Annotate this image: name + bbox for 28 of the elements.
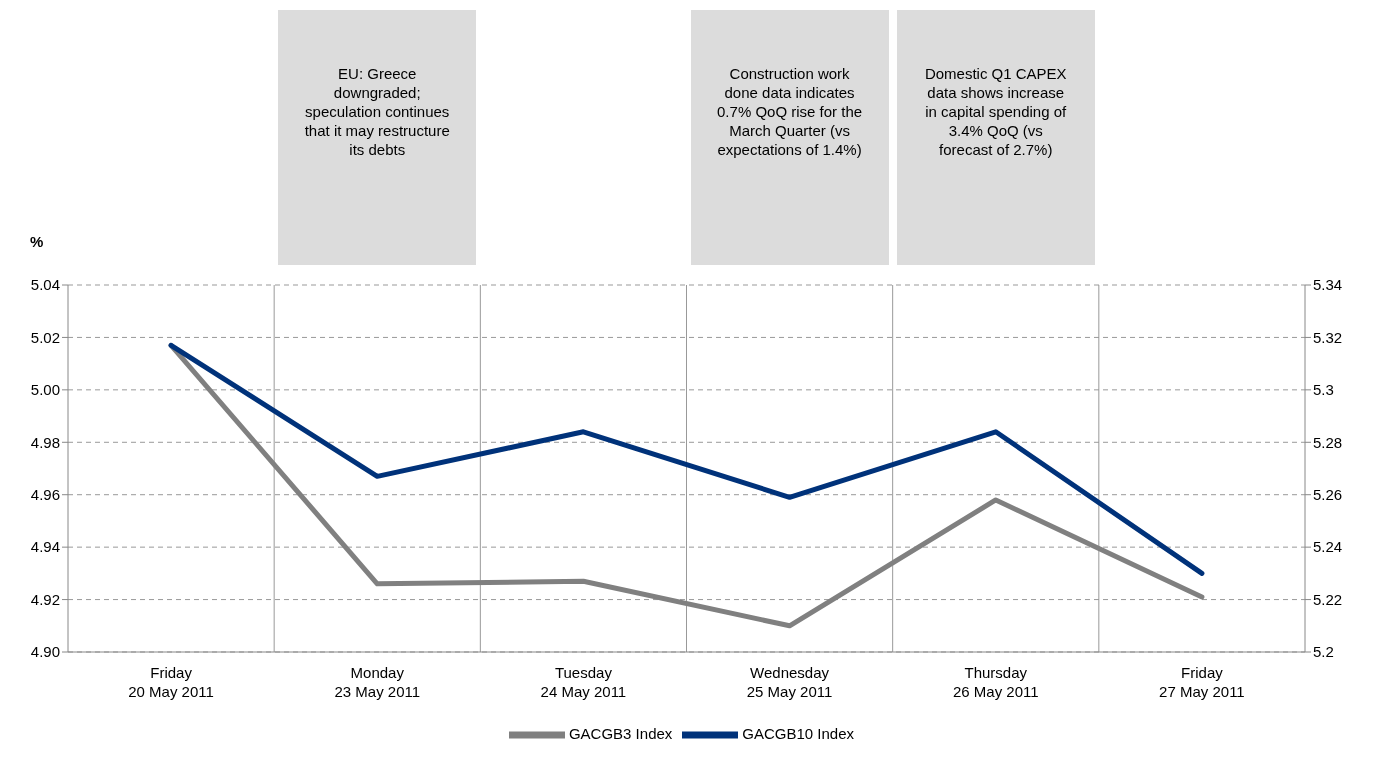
text: Construction work done data indicates 0.7% QoQ rise for the March Quarter (vs expectations of 1.4%) (690, 10, 889, 265)
y-tick-label: 4.92 (30, 590, 60, 608)
y-tick-label: 4.96 (30, 486, 60, 504)
x-tick-label: Thursday 26 May 2011 (952, 664, 1039, 700)
y2-tick-label: 5.34 (1313, 276, 1343, 294)
y2-tick-label: 5.2 (1313, 643, 1334, 661)
x-tick-label: Monday 23 May 2011 (334, 664, 421, 700)
y2-tick-label: 5.28 (1313, 433, 1343, 451)
text: Domestic Q1 CAPEX data shows increase in capital spending of 3.4% QoQ (vs forecast of 2.7%) (896, 10, 1095, 265)
y2-tick-label: 5.24 (1313, 538, 1343, 556)
y-tick-label: 4.98 (30, 433, 60, 451)
y-tick-label: 5.02 (30, 328, 60, 346)
x-tick-label: Friday 20 May 2011 (128, 664, 214, 700)
y-axis-title: % (30, 233, 44, 250)
x-tick-label: Friday 27 May 2011 (1159, 664, 1245, 700)
y-tick-label: 5.04 (30, 276, 60, 294)
legend-label: GACGB3 Index (568, 724, 673, 742)
x-tick-label: Wednesday 25 May 2011 (746, 664, 833, 700)
y-tick-label: 4.90 (30, 643, 60, 661)
y2-tick-label: 5.32 (1313, 328, 1343, 346)
text: EU: Greece downgraded; speculation continues that it may restructure its debts (278, 10, 477, 265)
y-tick-label: 4.94 (30, 538, 60, 556)
y2-tick-label: 5.3 (1313, 381, 1334, 399)
y-tick-label: 5.00 (30, 381, 60, 399)
x-tick-label: Tuesday 24 May 2011 (540, 664, 627, 700)
legend-label: GACGB10 Index (742, 724, 855, 742)
y2-tick-label: 5.22 (1313, 590, 1343, 608)
y2-tick-label: 5.26 (1313, 486, 1343, 504)
